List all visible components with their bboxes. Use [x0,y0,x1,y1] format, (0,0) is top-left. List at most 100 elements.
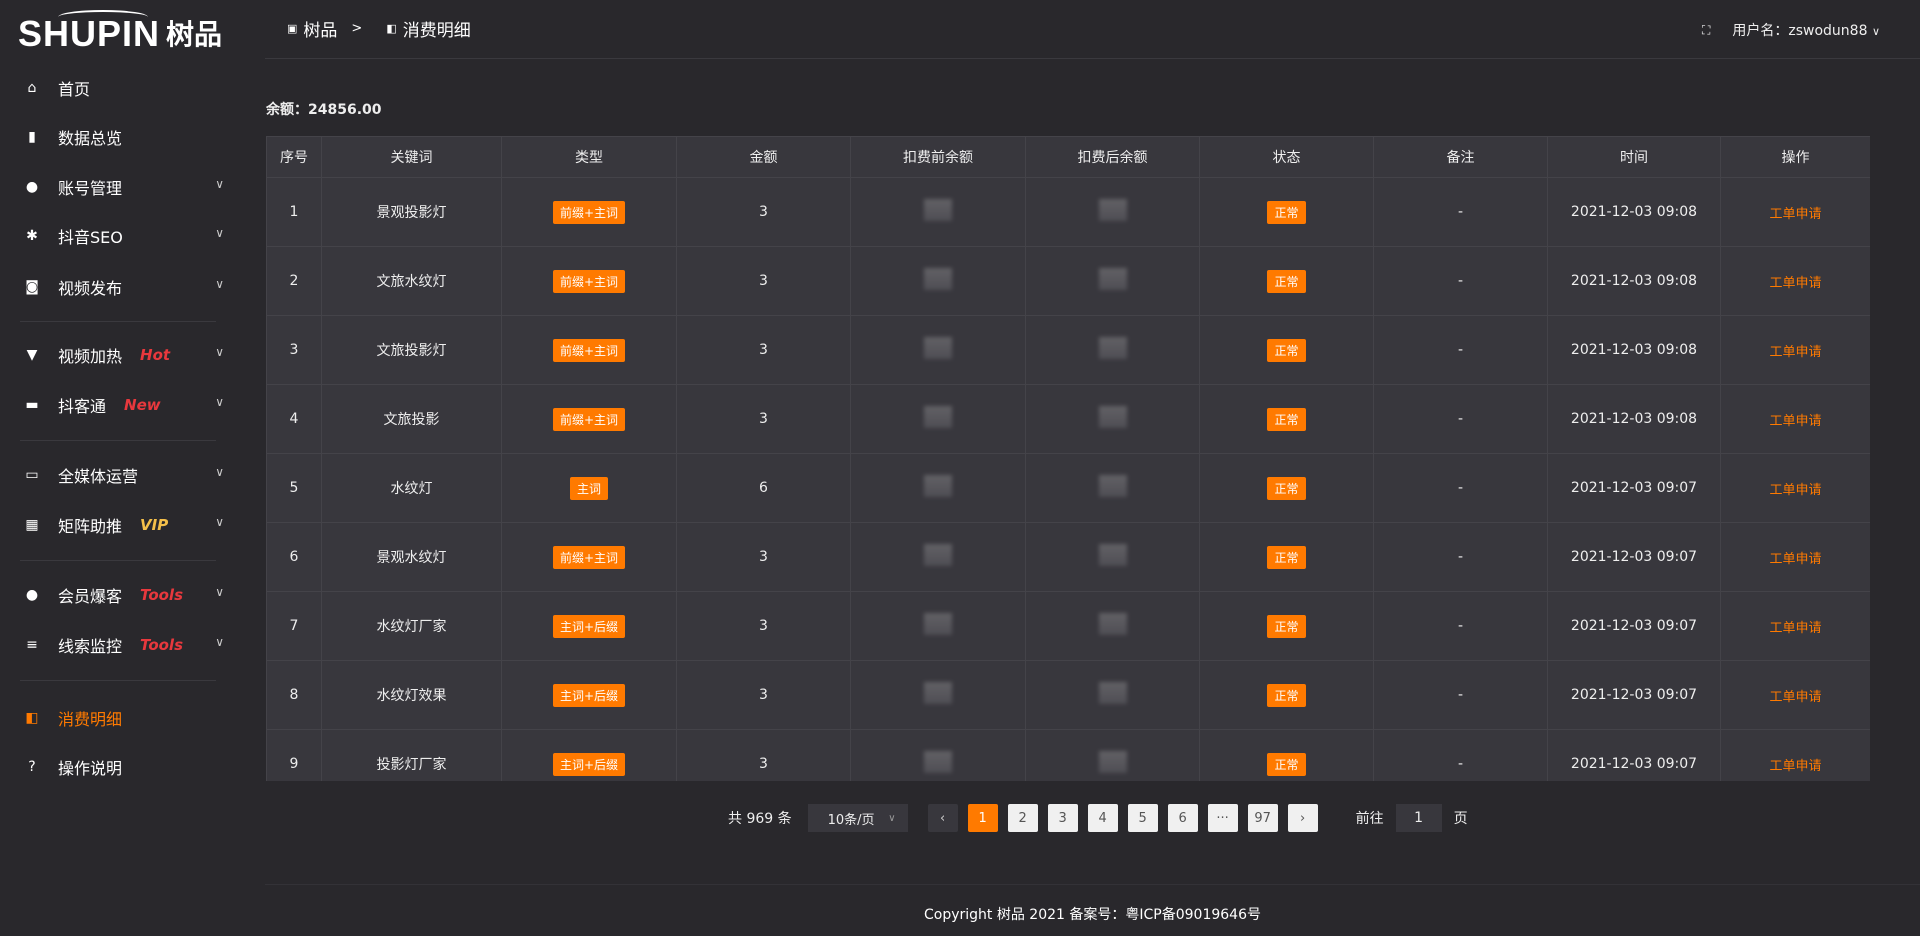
chevron-down-icon: ∨ [215,515,224,529]
sidebar-item-9[interactable]: ● 会员爆客 Tools ∨ [24,577,224,613]
total-count: 共 969 条 [728,811,792,827]
sidebar-item-5[interactable]: ▼ 视频加热 Hot ∨ [24,337,224,373]
page-size-select[interactable]: 10条/页 ∨ [807,804,908,832]
prev-page-button[interactable]: ‹ [927,804,958,832]
sidebar-item-6[interactable]: ▬ 抖客通 New ∨ [24,387,224,423]
balance-after [1025,660,1200,730]
ticket-request-link[interactable]: 工单申请 [1769,551,1822,567]
goto-page-input[interactable]: 1 [1395,804,1442,832]
monitor-icon: ▭ [25,467,39,483]
sidebar-item-11[interactable]: ◧ 消费明细 [24,700,224,736]
masked-value [1098,682,1127,704]
table-row: 4 文旅投影 前缀+主词 3 正常 - 2021-12-03 09:08 工单申… [266,384,1870,454]
sidebar-item-2[interactable]: ● 账号管理 ∨ [24,169,224,205]
sidebar-item-4[interactable]: ◙ 视频发布 ∨ [24,269,224,305]
masked-value [924,682,952,704]
sidebar-item-label: 矩阵助推 [58,517,123,536]
breadcrumb-home[interactable]: 树品 [303,21,338,41]
row-index: 2 [266,246,322,316]
ticket-request-link[interactable]: 工单申请 [1769,206,1822,222]
action-cell: 工单申请 [1720,246,1870,316]
type-cell: 主词+后缀 [501,660,677,730]
sidebar-item-tag: Hot [140,346,171,364]
type-cell: 前缀+主词 [501,315,677,385]
type-cell: 前缀+主词 [501,246,677,316]
remark: - [1373,246,1548,316]
time: 2021-12-03 09:07 [1547,522,1721,592]
user-area: ⛶ 用户名：zswodun88 ∨ [1702,20,1880,40]
amount: 3 [676,384,851,454]
sidebar-item-8[interactable]: ▦ 矩阵助推 VIP ∨ [24,507,224,543]
sidebar-item-7[interactable]: ▭ 全媒体运营 ∨ [24,457,224,493]
sidebar-item-label: 消费明细 [58,710,123,729]
ticket-request-link[interactable]: 工单申请 [1769,689,1822,705]
page-button[interactable]: 4 [1087,804,1118,832]
logo-arc [58,10,148,24]
remark: - [1373,453,1548,523]
chevron-down-icon: ∨ [215,635,224,649]
column-header: 类型 [501,136,677,178]
masked-value [1098,475,1127,497]
row-index: 7 [266,591,322,661]
sidebar-item-12[interactable]: ? 操作说明 [24,749,224,785]
balance-before [850,660,1026,730]
status-badge: 正常 [1267,683,1306,707]
page-button[interactable]: 6 [1167,804,1198,832]
column-header: 操作 [1720,136,1870,178]
sidebar-item-0[interactable]: ⌂ 首页 [24,70,224,106]
fullscreen-icon[interactable]: ⛶ [1701,22,1711,37]
sidebar-item-1[interactable]: ▮ 数据总览 [24,119,224,155]
time: 2021-12-03 09:07 [1547,453,1721,523]
status-badge: 正常 [1267,338,1306,362]
page-button[interactable]: 97 [1247,804,1278,832]
ticket-request-link[interactable]: 工单申请 [1769,758,1822,774]
ticket-request-link[interactable]: 工单申请 [1769,620,1822,636]
amount: 3 [676,315,851,385]
sidebar-item-label: 抖客通 [58,397,107,416]
table-row: 7 水纹灯厂家 主词+后缀 3 正常 - 2021-12-03 09:07 工单… [266,591,1870,661]
chevron-down-icon: ∨ [1871,25,1880,38]
keyword: 文旅水纹灯 [321,246,502,316]
masked-value [1098,199,1127,221]
type-cell: 前缀+主词 [501,177,677,247]
sidebar-item-3[interactable]: ✱ 抖音SEO ∨ [24,218,224,254]
balance-before [850,522,1026,592]
row-index: 9 [266,729,322,781]
page-button[interactable]: ··· [1207,804,1238,832]
user-icon: ● [25,179,39,195]
table-row: 6 景观水纹灯 前缀+主词 3 正常 - 2021-12-03 09:07 工单… [266,522,1870,592]
status-badge: 正常 [1267,476,1306,500]
gear-icon: ✱ [26,228,38,244]
sidebar-item-label: 数据总览 [58,129,123,148]
column-header: 扣费后余额 [1025,136,1200,178]
remark: - [1373,729,1548,781]
keyword: 文旅投影灯 [321,315,502,385]
balance-before [850,384,1026,454]
username: 用户名：zswodun88 [1732,23,1868,39]
footer-copyright: Copyright 树品 2021 备案号：粤ICP备09019646号 [924,907,1261,923]
sidebar-item-10[interactable]: ≡ 线索监控 Tools ∨ [24,627,224,663]
status-badge: 正常 [1267,200,1306,224]
sidebar-item-tag: Tools [140,636,183,654]
column-header: 备注 [1373,136,1548,178]
ticket-request-link[interactable]: 工单申请 [1769,344,1822,360]
ticket-request-link[interactable]: 工单申请 [1769,275,1822,291]
consumption-table: 序号 关键词 类型 金额 扣费前余额 扣费后余额 状态 备注 时间 操作 1 景观投影灯 前缀+主… [266,136,1870,781]
ticket-request-link[interactable]: 工单申请 [1769,413,1822,429]
status-cell: 正常 [1199,660,1374,730]
remark: - [1373,315,1548,385]
page-button[interactable]: 5 [1127,804,1158,832]
masked-value [1098,751,1127,773]
ticket-request-link[interactable]: 工单申请 [1769,482,1822,498]
table-row: 5 水纹灯 主词 6 正常 - 2021-12-03 09:07 工单申请 [266,453,1870,523]
page-button[interactable]: 3 [1047,804,1078,832]
user-menu[interactable]: 用户名：zswodun88 ∨ [1732,20,1880,40]
table-row: 1 景观投影灯 前缀+主词 3 正常 - 2021-12-03 09:08 工单… [266,177,1870,247]
page-button[interactable]: 1 [967,804,998,832]
chat-icon: ▬ [25,397,39,413]
masked-value [1098,268,1127,290]
type-badge: 主词+后缀 [552,614,626,638]
next-page-button[interactable]: › [1287,804,1318,832]
masked-value [1098,544,1127,566]
page-button[interactable]: 2 [1007,804,1038,832]
